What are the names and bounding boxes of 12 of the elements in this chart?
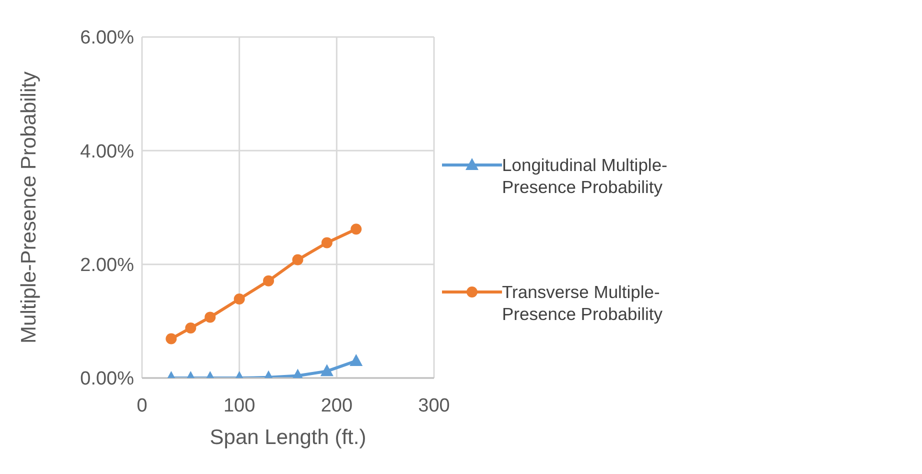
- x-axis-title: Span Length (ft.): [210, 426, 366, 449]
- x-tick-label: 200: [320, 395, 353, 416]
- y-tick-label: 6.00%: [80, 28, 134, 49]
- y-tick-label: 4.00%: [80, 141, 134, 162]
- y-tick-label: 0.00%: [80, 368, 134, 390]
- legend-label: Longitudinal Multiple-Presence Probability: [502, 154, 668, 198]
- x-tick-label: 100: [223, 395, 256, 416]
- y-tick-label: 2.00%: [80, 255, 134, 276]
- legend-label: Transverse Multiple-Presence Probability: [502, 281, 664, 325]
- x-tick-label: 300: [418, 395, 450, 416]
- y-axis-title: Multiple-Presence Probability: [17, 71, 40, 344]
- x-tick-label: 0: [136, 395, 148, 416]
